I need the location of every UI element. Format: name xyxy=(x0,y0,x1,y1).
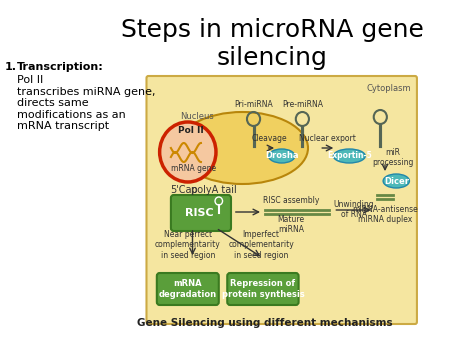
Text: Mature
miRNA: Mature miRNA xyxy=(278,215,305,234)
Text: Transcription:: Transcription: xyxy=(17,62,104,72)
Text: 5'Cap: 5'Cap xyxy=(170,185,198,195)
Text: miRNA-antisense
miRNA duplex: miRNA-antisense miRNA duplex xyxy=(352,205,418,224)
Text: polyA tail: polyA tail xyxy=(191,185,237,195)
FancyBboxPatch shape xyxy=(227,273,299,305)
Text: Imperfect
complementarity
in seed region: Imperfect complementarity in seed region xyxy=(228,230,294,260)
FancyBboxPatch shape xyxy=(171,195,231,231)
Text: RISC: RISC xyxy=(185,208,213,218)
Text: Gene Silencing using different mechanisms: Gene Silencing using different mechanism… xyxy=(137,318,392,328)
Ellipse shape xyxy=(333,149,365,163)
Text: Exportin-5: Exportin-5 xyxy=(327,151,372,161)
Text: mRNA gene: mRNA gene xyxy=(171,164,216,173)
Text: mRNA
degradation: mRNA degradation xyxy=(159,279,217,299)
Text: Drosha: Drosha xyxy=(265,151,298,161)
Ellipse shape xyxy=(383,174,410,188)
Text: Pol II
transcribes miRNA gene,
directs same
modifications as an
mRNA transcript: Pol II transcribes miRNA gene, directs s… xyxy=(17,75,155,131)
Text: Pri-miRNA: Pri-miRNA xyxy=(234,100,273,109)
Ellipse shape xyxy=(176,112,308,184)
Text: Nucleus: Nucleus xyxy=(180,112,214,121)
FancyBboxPatch shape xyxy=(157,273,219,305)
Text: Steps in microRNA gene
silencing: Steps in microRNA gene silencing xyxy=(121,18,424,70)
FancyBboxPatch shape xyxy=(147,76,417,324)
Text: miR
processing: miR processing xyxy=(372,148,413,167)
Circle shape xyxy=(160,122,216,182)
Text: Dicer: Dicer xyxy=(384,176,409,186)
Text: Near perfect
complementarity
in seed region: Near perfect complementarity in seed reg… xyxy=(155,230,220,260)
Text: Repression of
protein synthesis: Repression of protein synthesis xyxy=(221,279,304,299)
Text: Cleavage: Cleavage xyxy=(252,134,287,143)
Text: Unwinding
of RNA: Unwinding of RNA xyxy=(334,200,374,219)
Text: Nuclear export: Nuclear export xyxy=(299,134,356,143)
Text: RISC assembly: RISC assembly xyxy=(263,196,320,205)
Text: Pol II: Pol II xyxy=(178,126,204,135)
Text: Cytoplasm: Cytoplasm xyxy=(367,84,411,93)
Ellipse shape xyxy=(269,149,295,163)
Text: Pre-miRNA: Pre-miRNA xyxy=(282,100,323,109)
Text: 1.: 1. xyxy=(4,62,17,72)
